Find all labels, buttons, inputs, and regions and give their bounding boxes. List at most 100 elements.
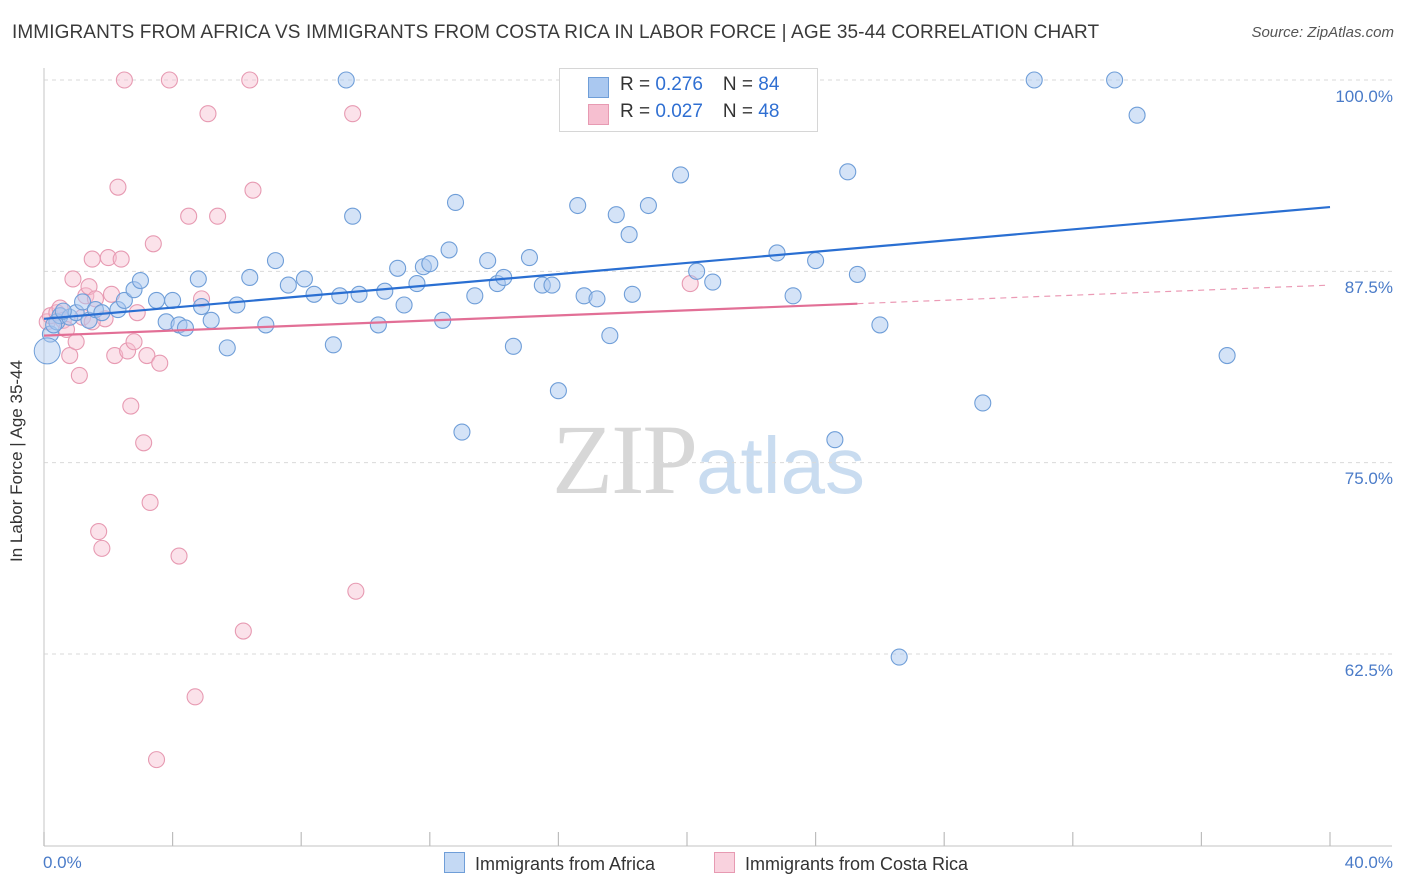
costarica-point bbox=[234, 622, 252, 640]
africa-point bbox=[453, 423, 471, 441]
n-label: N = bbox=[722, 74, 759, 95]
africa-point bbox=[202, 311, 220, 329]
costarica-point bbox=[186, 688, 204, 706]
africa-point bbox=[520, 249, 539, 267]
africa-point bbox=[33, 337, 61, 365]
africa-point bbox=[704, 273, 722, 291]
africa-point bbox=[147, 291, 166, 309]
africa-point bbox=[189, 270, 207, 288]
africa-point bbox=[623, 285, 641, 303]
costarica-point bbox=[83, 250, 101, 268]
source-credit: Source: ZipAtlas.com bbox=[1251, 24, 1394, 41]
stats-legend: R = 0.276 N = 84 R = 0.027 N = 48 bbox=[559, 68, 818, 132]
africa-point bbox=[257, 316, 275, 334]
costarica-legend-swatch bbox=[714, 852, 735, 873]
africa-point bbox=[807, 252, 825, 270]
africa-point bbox=[389, 259, 407, 277]
costarica-point bbox=[128, 304, 146, 322]
africa-legend-swatch bbox=[444, 852, 465, 873]
costarica-point bbox=[147, 751, 166, 769]
africa-point bbox=[74, 293, 92, 311]
costarica-point bbox=[151, 354, 169, 372]
africa-point bbox=[408, 275, 426, 293]
costarica-point bbox=[61, 346, 79, 365]
africa-trendline bbox=[43, 205, 1331, 320]
costarica-point bbox=[125, 333, 143, 351]
costarica-point bbox=[180, 207, 198, 225]
africa-point bbox=[848, 265, 866, 283]
africa-point bbox=[784, 287, 802, 305]
africa-point bbox=[344, 207, 362, 225]
africa-point bbox=[337, 71, 355, 89]
africa-point bbox=[369, 316, 387, 334]
africa-point bbox=[639, 196, 657, 215]
legend-label: Immigrants from Costa Rica bbox=[745, 854, 969, 874]
africa-point bbox=[974, 394, 992, 412]
legend-item-costarica: Immigrants from Costa Rica bbox=[714, 852, 968, 875]
africa-point bbox=[446, 193, 465, 212]
africa-point bbox=[466, 287, 484, 305]
n-label: N = bbox=[722, 101, 759, 122]
costarica-point bbox=[244, 181, 262, 199]
r-value: 0.276 bbox=[655, 74, 703, 95]
africa-point bbox=[350, 285, 368, 303]
africa-point bbox=[440, 241, 458, 259]
africa-point bbox=[688, 262, 706, 280]
y-axis-label: In Labor Force | Age 35-44 bbox=[7, 360, 26, 562]
y-tick-label: 87.5% bbox=[1344, 278, 1393, 297]
africa-point bbox=[839, 163, 857, 181]
y-tick-label: 75.0% bbox=[1344, 469, 1393, 488]
y-tick-label: 62.5% bbox=[1344, 661, 1393, 680]
africa-point bbox=[479, 252, 497, 270]
costarica-point bbox=[209, 207, 227, 225]
costarica-point bbox=[199, 105, 217, 123]
africa-point bbox=[768, 244, 786, 262]
africa-point bbox=[607, 206, 625, 224]
africa-point bbox=[672, 166, 690, 184]
africa-point bbox=[826, 431, 844, 449]
africa-point bbox=[543, 276, 561, 294]
africa-point bbox=[295, 270, 313, 288]
africa-point bbox=[1106, 71, 1124, 89]
costarica-point bbox=[70, 366, 88, 384]
africa-point bbox=[241, 268, 259, 287]
chart-title: IMMIGRANTS FROM AFRICA VS IMMIGRANTS FRO… bbox=[12, 22, 1100, 43]
r-value: 0.027 bbox=[655, 101, 703, 122]
x-tick-label: 0.0% bbox=[43, 853, 82, 872]
r-label: R = bbox=[620, 74, 656, 95]
costarica-point bbox=[106, 346, 124, 365]
costarica-swatch bbox=[588, 104, 609, 125]
africa-point bbox=[588, 290, 606, 308]
africa-point bbox=[131, 271, 149, 290]
africa-point bbox=[279, 276, 297, 294]
legend-item-africa: Immigrants from Africa bbox=[444, 852, 655, 875]
costarica-point bbox=[93, 539, 111, 557]
costarica-point bbox=[99, 249, 117, 267]
costarica-point bbox=[135, 434, 153, 452]
africa-point bbox=[1128, 106, 1146, 124]
africa-point bbox=[1218, 346, 1236, 365]
n-value: 84 bbox=[758, 74, 780, 95]
africa-point bbox=[218, 339, 236, 357]
costarica-point bbox=[344, 105, 362, 123]
costarica-point bbox=[170, 547, 188, 565]
costarica-point bbox=[64, 270, 82, 288]
costarica-point bbox=[119, 342, 137, 360]
costarica-point bbox=[144, 235, 162, 253]
africa-point bbox=[504, 337, 522, 355]
africa-point bbox=[569, 196, 587, 215]
costarica-point bbox=[109, 178, 127, 196]
costarica-point bbox=[138, 346, 156, 365]
africa-point bbox=[549, 382, 567, 400]
costarica-point bbox=[347, 582, 365, 600]
x-tick-label: 40.0% bbox=[1344, 853, 1393, 872]
africa-point bbox=[395, 296, 413, 314]
africa-point bbox=[115, 291, 133, 309]
n-value: 48 bbox=[758, 101, 780, 122]
africa-point bbox=[421, 255, 439, 273]
africa-point bbox=[871, 316, 889, 334]
costarica-point bbox=[67, 333, 85, 351]
costarica-trendline-extension bbox=[857, 284, 1331, 305]
africa-point bbox=[620, 226, 638, 244]
